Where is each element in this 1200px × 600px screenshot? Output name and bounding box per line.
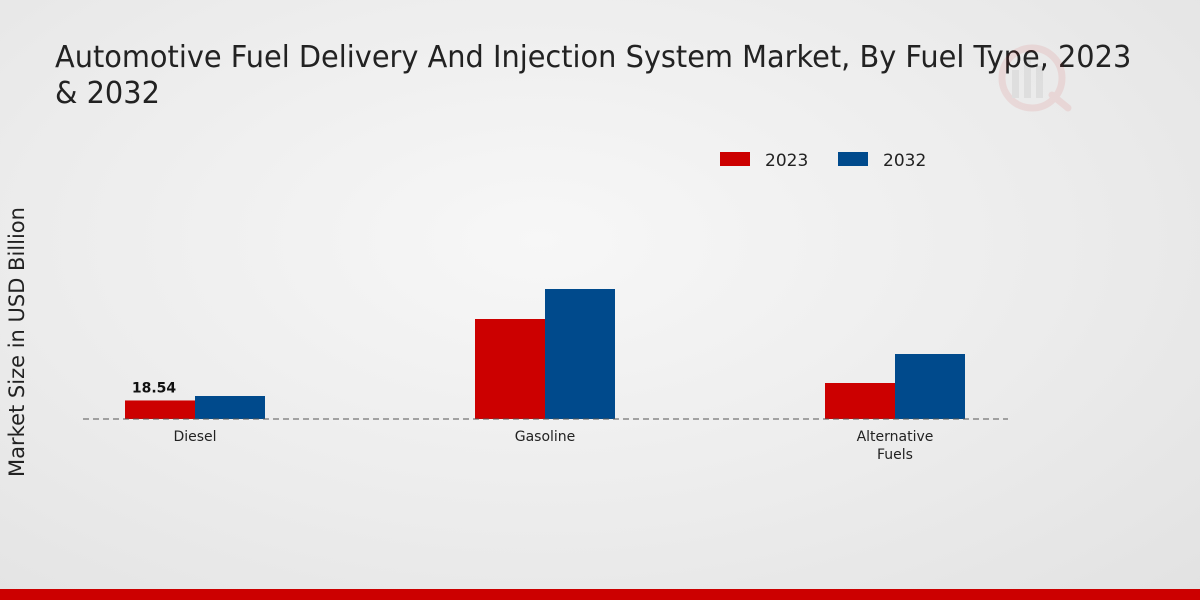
legend: 2023 2032 — [720, 151, 926, 171]
data-label: 18.54 — [132, 380, 177, 396]
x-tick-labels: Diesel Gasoline Alternative Fuels — [173, 429, 933, 463]
x-tick-label: Alternative Fuels — [857, 429, 934, 463]
x-tick-label: Diesel — [173, 429, 216, 445]
bottom-accent-bar — [0, 589, 1200, 600]
bar-2032-gasoline — [545, 289, 615, 419]
legend-swatch-2023 — [720, 152, 750, 166]
bar-2023-diesel — [125, 400, 195, 419]
bars — [125, 289, 965, 419]
data-labels: 18.54 — [132, 380, 177, 396]
bar-2023-alternative-fuels — [825, 383, 895, 419]
legend-label-2032: 2032 — [883, 151, 926, 171]
legend-label-2023: 2023 — [765, 151, 808, 171]
chart-title: Automotive Fuel Delivery And Injection S… — [55, 40, 1132, 111]
bar-2032-diesel — [195, 396, 265, 419]
watermark-logo — [998, 44, 1072, 112]
legend-swatch-2032 — [838, 152, 868, 166]
bar-2023-gasoline — [475, 319, 545, 419]
x-tick-label: Gasoline — [515, 429, 576, 445]
y-axis-label: Market Size in USD Billion — [5, 207, 29, 477]
bar-2032-alternative-fuels — [895, 354, 965, 419]
